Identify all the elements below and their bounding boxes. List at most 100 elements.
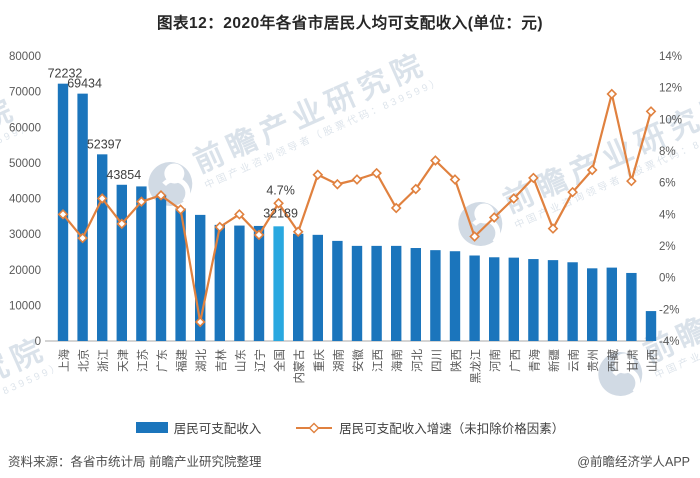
bar-海南 [391,245,402,341]
footer: 资料来源：各省市统计局 前瞻产业研究院整理 @前瞻经济学人APP [0,451,700,470]
bar-江苏 [136,186,147,341]
bar-甘肃 [626,272,637,341]
growth-marker-全国 [273,197,284,209]
growth-marker-广西 [508,193,520,204]
growth-marker-甘肃 [626,175,637,187]
x-label-海南: 海南 [390,349,404,372]
bar-河北 [410,248,421,341]
right-axis-tick: 6% [659,178,676,190]
growth-marker-陕西 [449,174,461,185]
bar-黑龙江 [469,255,480,341]
legend-income-label: 居民可支配收入 [173,422,262,436]
x-label-甘肃: 甘肃 [626,349,639,372]
x-label-广西: 广西 [509,349,522,372]
legend-item-growth[interactable]: 居民可支配收入增速（未扣除价格因素） [295,418,564,437]
growth-marker-内蒙古 [292,226,304,238]
x-label-安徽: 安徽 [351,349,365,372]
bar-湖南 [332,240,343,341]
growth-marker-河南 [488,212,500,223]
x-label-河北: 河北 [411,349,424,372]
growth-marker-福建 [175,204,186,215]
x-label-四川: 四川 [430,349,443,372]
right-axis-tick: 14% [659,51,682,63]
bar-云南 [567,262,578,341]
right-axis-tick: 2% [659,241,676,253]
right-axis-tick: 10% [659,114,682,126]
value-label-bar-北京: 69434 [67,77,102,91]
income-chart: 0 10000 20000 30000 40000 50000 60000 70000 8000… [9,51,682,384]
x-label-湖南: 湖南 [331,349,345,372]
x-label-上海: 上海 [57,349,71,372]
growth-marker-广东 [155,190,167,201]
x-label-内蒙古: 内蒙古 [292,349,306,384]
value-label-line-全国: 4.7% [266,183,295,197]
x-label-西藏: 西藏 [607,349,620,372]
bar-江西 [371,245,382,341]
left-axis-tick: 70000 [9,87,41,99]
bar-浙江 [97,154,108,341]
bar-重庆 [312,234,323,341]
bar-湖北 [195,214,206,341]
bar-辽宁 [253,225,265,341]
legend-item-income[interactable]: 居民可支配收入 [135,418,262,437]
x-label-青海: 青海 [527,349,541,372]
growth-marker-辽宁 [253,229,265,241]
bar-西藏 [606,267,617,341]
right-axis-tick: 8% [659,146,676,158]
growth-marker-河北 [410,183,422,195]
bar-swatch-icon [135,422,168,433]
left-axis-tick: 0 [35,336,41,348]
app-credit[interactable]: @前瞻经济学人APP [577,455,690,469]
left-axis-tick: 40000 [9,194,41,206]
left-axis-tick: 50000 [9,158,41,170]
left-axis-tick: 30000 [9,229,41,241]
right-axis-tick: 0% [659,273,676,285]
x-label-云南: 云南 [567,349,581,372]
growth-marker-西藏 [606,88,618,100]
x-label-山西: 山西 [646,349,659,372]
x-label-吉林: 吉林 [214,349,228,372]
x-label-天津: 天津 [117,349,130,372]
bar-贵州 [587,268,598,341]
bar-河南 [489,257,500,341]
chart-legend: 居民可支配收入 居民可支配收入增速（未扣除价格因素） [0,418,700,437]
right-axis-tick: 12% [659,83,682,95]
growth-marker-重庆 [312,169,324,181]
x-label-重庆: 重庆 [312,349,326,372]
growth-marker-湖北 [194,316,206,328]
x-label-湖北: 湖北 [194,349,208,372]
bar-内蒙古 [293,233,304,341]
bar-广西 [508,257,519,341]
growth-marker-海南 [390,202,402,214]
growth-marker-新疆 [547,223,559,234]
left-axis-tick: 10000 [9,300,41,312]
value-label-bar-天津: 43854 [106,168,141,182]
x-label-全国: 全国 [273,349,287,372]
growth-marker-上海 [57,209,69,220]
source-note: 资料来源：各省市统计局 前瞻产业研究院整理 [8,455,262,469]
growth-marker-江西 [371,167,382,179]
x-label-新疆: 新疆 [547,349,561,372]
bar-山东 [234,225,245,341]
bar-陕西 [449,251,461,341]
left-axis-tick: 80000 [9,51,41,63]
legend-growth-label: 居民可支配收入增速（未扣除价格因素） [339,422,565,436]
x-label-黑龙江: 黑龙江 [470,349,483,384]
bar-山西 [645,311,657,341]
value-label-bar-全国: 32189 [263,206,298,220]
growth-marker-四川 [430,155,441,166]
left-axis-tick: 20000 [9,265,41,277]
bar-吉林 [214,224,225,341]
bar-福建 [175,208,186,341]
line-diamond-swatch-icon [296,422,333,433]
value-label-bar-浙江: 52397 [87,137,122,151]
x-label-浙江: 浙江 [97,349,110,372]
growth-marker-贵州 [586,164,598,176]
growth-marker-山东 [234,209,245,220]
bar-广东 [155,194,167,341]
bar-全国 [273,226,284,341]
right-axis-tick: -2% [659,304,679,316]
bar-天津 [116,184,127,341]
right-axis-tick: -4% [659,336,679,348]
